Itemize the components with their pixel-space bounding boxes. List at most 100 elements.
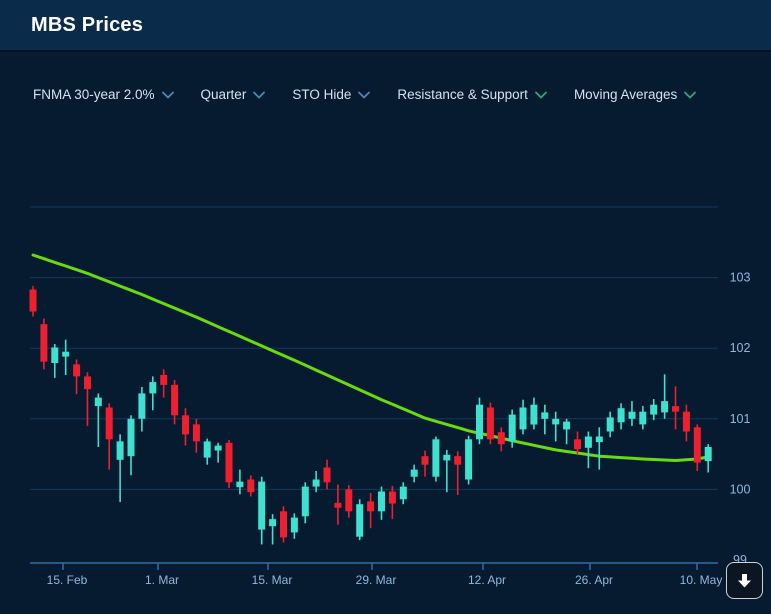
- candle[interactable]: [29, 286, 37, 317]
- candle[interactable]: [639, 406, 647, 430]
- candle[interactable]: [606, 411, 614, 438]
- candle[interactable]: [258, 476, 266, 545]
- candle[interactable]: [541, 404, 549, 435]
- candle[interactable]: [280, 506, 287, 543]
- candle[interactable]: [73, 359, 81, 395]
- chart-area[interactable]: 15. Feb 1. Mar 15. Mar 29. Mar 12. Apr 26. Ap…: [0, 54, 771, 614]
- candle[interactable]: [421, 450, 429, 477]
- candle[interactable]: [443, 449, 451, 493]
- candle[interactable]: [378, 486, 385, 520]
- candle[interactable]: [454, 451, 462, 495]
- candle[interactable]: [617, 403, 625, 430]
- candle[interactable]: [476, 397, 483, 445]
- candle-body: [432, 439, 440, 477]
- candle-body: [584, 436, 592, 448]
- candle[interactable]: [345, 485, 353, 518]
- candle[interactable]: [399, 482, 407, 505]
- candle[interactable]: [301, 482, 309, 524]
- candle[interactable]: [312, 471, 320, 493]
- candle[interactable]: [519, 399, 527, 435]
- candle[interactable]: [628, 401, 636, 426]
- candle[interactable]: [149, 376, 157, 411]
- candle[interactable]: [672, 386, 679, 430]
- candle-body: [606, 417, 614, 432]
- candle-body: [476, 404, 483, 440]
- candle[interactable]: [138, 387, 146, 432]
- moving-average-line: [31, 253, 710, 462]
- candle[interactable]: [116, 434, 124, 503]
- dropdown-instrument[interactable]: FNMA 30-year 2.0%: [33, 87, 174, 102]
- candle-body: [269, 519, 277, 527]
- candle[interactable]: [334, 484, 342, 525]
- candle[interactable]: [574, 431, 581, 455]
- candle[interactable]: [508, 409, 516, 448]
- candle[interactable]: [432, 436, 440, 482]
- candle[interactable]: [367, 492, 375, 529]
- candle[interactable]: [40, 318, 48, 370]
- candle[interactable]: [563, 418, 571, 445]
- candle[interactable]: [290, 513, 298, 539]
- candle-body: [693, 427, 701, 463]
- candle[interactable]: [465, 435, 473, 485]
- candle[interactable]: [171, 380, 179, 425]
- candle[interactable]: [388, 485, 396, 520]
- candle[interactable]: [236, 469, 244, 495]
- dropdown-sto[interactable]: STO Hide: [292, 87, 371, 102]
- candle[interactable]: [682, 404, 690, 442]
- candle[interactable]: [530, 397, 538, 430]
- candle[interactable]: [182, 408, 189, 446]
- candle-body: [367, 501, 375, 512]
- candle[interactable]: [203, 438, 211, 465]
- candle[interactable]: [160, 369, 168, 398]
- candle-body: [94, 397, 102, 407]
- candle-body: [247, 479, 255, 493]
- y-axis-label: 100: [730, 482, 751, 496]
- candle-body: [105, 407, 113, 440]
- candle[interactable]: [225, 440, 233, 488]
- candle[interactable]: [552, 411, 560, 442]
- y-axis-label: 101: [730, 412, 751, 426]
- candle-body: [62, 351, 70, 357]
- candle[interactable]: [192, 418, 200, 453]
- candle-body: [443, 454, 451, 461]
- candle[interactable]: [486, 402, 494, 445]
- candle[interactable]: [661, 374, 669, 419]
- candle[interactable]: [497, 427, 505, 452]
- candle[interactable]: [650, 399, 658, 421]
- candle[interactable]: [94, 393, 102, 447]
- candle-body: [563, 421, 571, 430]
- candle-body: [182, 415, 189, 435]
- candle[interactable]: [247, 475, 255, 497]
- candle[interactable]: [584, 431, 592, 469]
- dropdown-moving-averages[interactable]: Moving Averages: [574, 87, 697, 102]
- candle[interactable]: [127, 415, 135, 476]
- chevron-down-icon: [684, 91, 697, 99]
- candle[interactable]: [693, 424, 701, 471]
- download-arrow-icon: [737, 573, 752, 589]
- candle[interactable]: [410, 464, 418, 483]
- widget-header: MBS Prices: [0, 0, 771, 52]
- candle[interactable]: [356, 499, 364, 541]
- candle-body: [378, 491, 385, 512]
- candle-body: [160, 375, 168, 385]
- dropdown-range[interactable]: Quarter: [201, 87, 266, 102]
- candle-body: [214, 445, 222, 451]
- candle[interactable]: [62, 339, 70, 375]
- dropdown-sto-label: STO Hide: [292, 87, 352, 102]
- candle[interactable]: [105, 403, 113, 470]
- candle[interactable]: [84, 372, 91, 426]
- candle[interactable]: [269, 514, 277, 545]
- candle[interactable]: [51, 344, 59, 378]
- candle[interactable]: [323, 459, 331, 490]
- candle-body: [127, 418, 135, 457]
- candle[interactable]: [595, 427, 603, 470]
- candle[interactable]: [704, 444, 712, 473]
- dropdown-resistance-support[interactable]: Resistance & Support: [397, 87, 547, 102]
- candle-body: [454, 456, 462, 465]
- candle-body: [258, 481, 266, 530]
- candle[interactable]: [214, 442, 222, 463]
- candle-body: [530, 404, 538, 425]
- download-button[interactable]: [726, 562, 763, 599]
